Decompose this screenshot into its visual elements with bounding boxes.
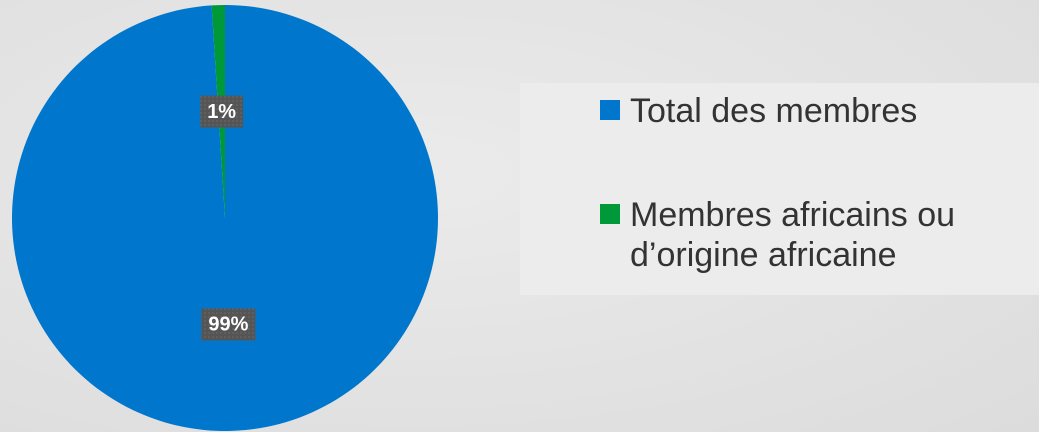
legend-swatch (600, 204, 620, 224)
value-label: 1% (200, 95, 244, 128)
legend-item: Membres africains ou d’origine africaine (600, 195, 1030, 275)
pie-slice (11, 5, 438, 432)
value-label: 99% (201, 308, 256, 341)
legend: Total des membres Membres africains ou d’… (520, 83, 1039, 295)
value-label-text: 99% (208, 314, 248, 336)
legend-swatch (600, 100, 620, 120)
legend-label: Total des membres (630, 92, 918, 130)
value-label-bg (201, 308, 256, 341)
value-label-text: 1% (207, 101, 236, 123)
value-label-bg (200, 95, 244, 128)
legend-label: Membres africains ou d’origine africaine (630, 196, 956, 274)
legend-item: Total des membres (600, 91, 1030, 131)
